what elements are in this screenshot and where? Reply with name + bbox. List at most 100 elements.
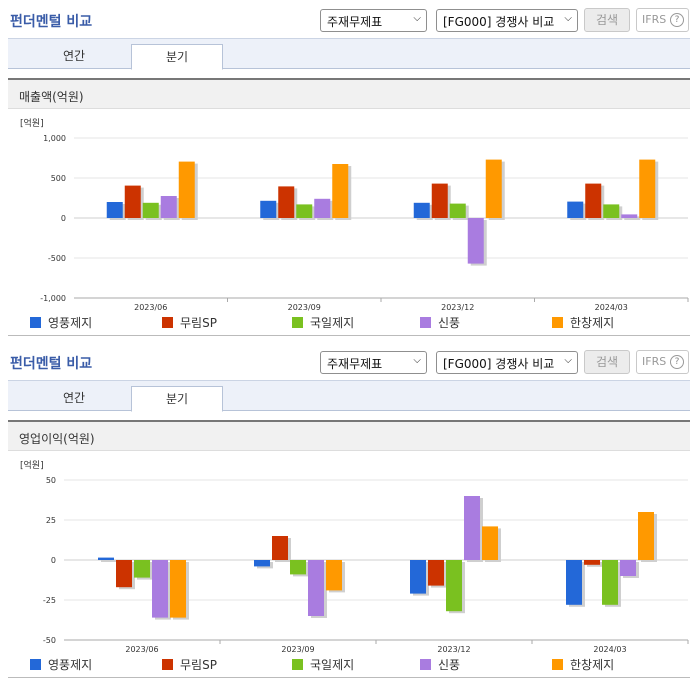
group-select-value: [FG000] 경쟁사 비교 [443,15,555,29]
group-select-value: [FG000] 경쟁사 비교 [443,357,555,371]
bar-4 [620,560,636,576]
bar-3 [142,202,159,218]
bar-1 [260,200,277,218]
bar-4 [152,560,168,618]
legend-swatch [420,317,431,328]
bar-5 [482,526,498,560]
y-tick-label: -1,000 [40,294,66,303]
chart-panel: 영업이익(억원) [억원] -50 -25 0 25 50 2023/06 2023/09 20… [8,420,690,678]
axis-unit-label: [억원] [20,117,44,129]
statement-select[interactable]: 주재무제표 ⌵ [320,9,427,32]
tab-annual[interactable]: 연간 [62,391,86,405]
chart-title: 매출액(억원) [19,90,84,104]
legend-item[interactable]: 영풍제지 [30,314,92,330]
legend-item[interactable]: 한창제지 [552,656,614,672]
bar-3 [290,560,306,575]
section-header: 펀더멘털 비교 주재무제표 ⌵ [FG000] 경쟁사 비교 ⌵ 검색 IFRS… [0,342,696,380]
legend-label: 국일제지 [310,658,355,672]
group-select[interactable]: [FG000] 경쟁사 비교 ⌵ [436,9,578,32]
search-button[interactable]: 검색 [584,8,630,32]
bar-1 [98,557,114,560]
bar-4 [621,214,638,218]
legend-item[interactable]: 무림SP [162,314,217,330]
x-tick-label: 2023/09 [288,303,321,312]
x-tick-label: 2023/06 [134,303,167,312]
bar-shadow [624,216,641,220]
legend-item[interactable]: 무림SP [162,656,217,672]
fundamental-section-2: 펀더멘털 비교 주재무제표 ⌵ [FG000] 경쟁사 비교 ⌵ 검색 IFRS… [0,342,696,684]
bar-5 [639,159,656,218]
bar-3 [602,560,618,605]
bar-5 [638,512,654,560]
x-tick-label: 2023/09 [281,645,314,654]
tab-annual[interactable]: 연간 [62,49,86,63]
legend-item[interactable]: 영풍제지 [30,656,92,672]
statement-select-value: 주재무제표 [327,357,383,371]
y-tick-label: -500 [48,254,66,263]
bar-4 [467,218,484,264]
fundamental-section-1: 펀더멘털 비교 주재무제표 ⌵ [FG000] 경쟁사 비교 ⌵ 검색 IFRS… [8,8,690,336]
legend-label: 신풍 [438,316,461,330]
bar-2 [278,186,295,218]
legend-item[interactable]: 한창제지 [552,314,614,330]
legend-swatch [162,659,173,670]
bar-2 [124,185,141,218]
bar-2 [431,183,448,218]
legend-swatch [420,659,431,670]
bar-3 [446,560,462,612]
bar-1 [254,560,270,567]
group-select[interactable]: [FG000] 경쟁사 비교 ⌵ [436,351,578,374]
period-tabs: 연간 분기 [8,380,690,412]
legend-item[interactable]: 신풍 [420,314,460,330]
chart-title-bar: 매출액(억원) [8,80,690,109]
legend-swatch [162,317,173,328]
bar-1 [106,202,123,218]
search-button[interactable]: 검색 [584,350,630,374]
ifrs-button[interactable]: IFRS ? [636,8,689,32]
legend-label: 무림SP [180,316,217,330]
bar-shadow [101,559,117,562]
chart-title-bar: 영업이익(억원) [8,422,690,451]
bar-4 [314,198,331,218]
legend-label: 무림SP [180,658,217,672]
y-tick-label: 1,000 [43,134,66,143]
bar-2 [584,560,600,565]
tab-quarterly[interactable]: 분기 [131,386,223,412]
y-tick-label: -25 [43,596,56,605]
chart-title: 영업이익(억원) [19,432,95,446]
legend-item[interactable]: 국일제지 [292,314,354,330]
bar-3 [134,560,150,578]
bar-2 [272,536,288,560]
chevron-down-icon: ⌵ [413,13,421,24]
bar-3 [296,204,313,218]
ifrs-button[interactable]: IFRS ? [636,350,689,374]
help-icon[interactable]: ? [670,13,684,27]
chart-legend: 영풍제지 무림SP 국일제지 신풍 한창제지 [8,656,690,672]
tab-quarterly[interactable]: 분기 [131,44,223,70]
bar-5 [485,159,502,218]
legend-swatch [292,317,303,328]
bar-5 [326,560,342,591]
legend-item[interactable]: 국일제지 [292,656,354,672]
chevron-down-icon: ⌵ [413,355,421,366]
x-tick-label: 2023/12 [441,303,474,312]
bar-1 [410,560,426,594]
chart-panel: 매출액(억원) [억원] -1,000 -500 0 500 1,000 2023/06 20… [8,78,690,336]
chart-legend: 영풍제지 무림SP 국일제지 신풍 한창제지 [8,314,690,330]
legend-swatch [552,659,563,670]
bar-1 [567,201,584,218]
legend-label: 국일제지 [310,316,355,330]
y-tick-label: 25 [46,516,56,525]
help-icon[interactable]: ? [670,355,684,369]
bar-2 [116,560,132,588]
period-tabs: 연간 분기 [8,38,690,70]
bar-1 [566,560,582,605]
legend-swatch [552,317,563,328]
chevron-down-icon: ⌵ [564,355,572,366]
bar-1 [413,202,430,218]
legend-swatch [292,659,303,670]
legend-swatch [30,317,41,328]
legend-item[interactable]: 신풍 [420,656,460,672]
x-tick-label: 2024/03 [595,303,628,312]
statement-select[interactable]: 주재무제표 ⌵ [320,351,427,374]
